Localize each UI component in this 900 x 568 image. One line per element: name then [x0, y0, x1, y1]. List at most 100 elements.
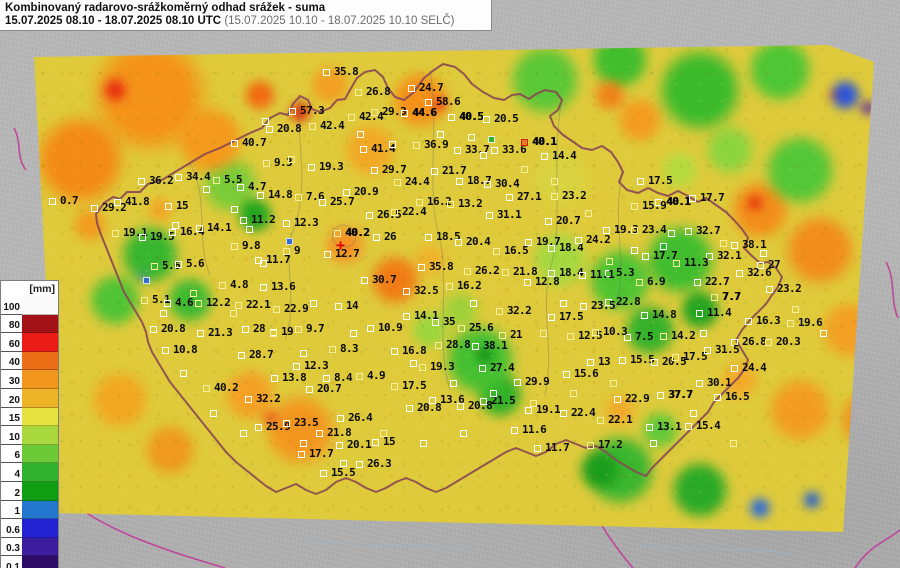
station-value-label: 22.4 — [402, 205, 427, 218]
station-marker — [356, 461, 363, 468]
station-value-label: 17.5 — [648, 174, 673, 187]
legend-swatch — [22, 314, 58, 334]
station-marker — [720, 240, 727, 247]
station-marker — [49, 198, 56, 205]
station-marker — [689, 195, 696, 202]
station-marker — [373, 234, 380, 241]
station-marker — [641, 312, 648, 319]
legend-swatch — [22, 407, 58, 427]
station-value-label: 26 — [384, 230, 397, 243]
station-value-label: 15.6 — [574, 367, 599, 380]
period-utc: 15.07.2025 08.10 - 18.07.2025 08.10 UTC — [5, 15, 222, 27]
station-marker — [306, 386, 313, 393]
station-value-label: 25.6 — [469, 321, 494, 334]
station-marker — [355, 89, 362, 96]
legend-label: 6 — [1, 445, 22, 464]
station-marker — [255, 424, 262, 431]
station-value-label: 12.8 — [535, 275, 560, 288]
station-value-label: 35.8 — [334, 65, 359, 78]
station-value-label: 13 — [598, 355, 611, 368]
station-value-label: 28.8 — [446, 338, 471, 351]
station-marker — [631, 227, 638, 234]
station-marker — [551, 193, 558, 200]
station-value-label: 21.5 — [491, 394, 516, 407]
station-value-label: 22.1 — [246, 298, 271, 311]
station-marker — [704, 347, 711, 354]
station-value-label: 34.4 — [186, 170, 211, 183]
station-marker — [320, 470, 327, 477]
legend-row: 0.1 — [1, 556, 58, 568]
map-title: Kombinovaný radarovo-srážkoměrný odhad s… — [5, 2, 326, 14]
station-marker — [730, 440, 737, 447]
station-marker — [410, 360, 417, 367]
legend-label: 100 — [1, 296, 22, 315]
station-value-label: 40.7 — [242, 136, 267, 149]
station-marker — [700, 330, 707, 337]
station-marker — [141, 297, 148, 304]
station-marker — [324, 251, 331, 258]
station-marker — [425, 234, 432, 241]
station-marker — [521, 139, 528, 146]
period-selc: (15.07.2025 10.10 - 18.07.2025 10.10 SEL… — [224, 15, 455, 27]
legend-row: 2 — [1, 481, 58, 501]
legend-label: 10 — [1, 426, 22, 445]
station-value-label: 20.1 — [347, 438, 372, 451]
station-marker — [450, 380, 457, 387]
station-marker — [300, 350, 307, 357]
station-value-label: 19.1 — [123, 226, 148, 239]
station-marker — [210, 410, 217, 417]
station-value-label: 40.1 — [532, 135, 557, 148]
station-marker — [246, 226, 253, 233]
station-value-label: 11.7 — [545, 441, 570, 454]
legend-rows: 100 80 60 40 30 20 15 10 6 4 2 1 0.6 0.3 0.1 — [1, 296, 58, 568]
station-marker — [765, 339, 772, 346]
station-marker — [541, 153, 548, 160]
station-value-label: 19.3 — [319, 160, 344, 173]
station-marker — [413, 142, 420, 149]
station-value-label: 32.2 — [507, 304, 532, 317]
station-marker — [418, 264, 425, 271]
station-value-label: 23.5 — [591, 299, 616, 312]
station-value-label: 26.8 — [742, 335, 767, 348]
station-value-label: 22.9 — [625, 392, 650, 405]
station-value-label: 16.2 — [457, 279, 482, 292]
station-marker — [736, 270, 743, 277]
station-marker — [367, 325, 374, 332]
station-value-label: 40.1 — [666, 195, 691, 208]
station-marker — [521, 166, 528, 173]
station-value-label: 19 — [281, 325, 294, 338]
station-marker — [164, 300, 171, 307]
station-marker — [448, 114, 455, 121]
station-marker — [350, 330, 357, 337]
station-value-label: 22.9 — [284, 302, 309, 315]
station-marker — [231, 140, 238, 147]
station-marker — [195, 300, 202, 307]
station-marker — [672, 354, 679, 361]
station-marker — [230, 310, 237, 317]
station-marker — [165, 203, 172, 210]
station-value-label: 8.4 — [334, 371, 353, 384]
station-value-label: 36.9 — [424, 138, 449, 151]
station-marker — [605, 270, 612, 277]
station-value-label: 12.3 — [304, 359, 329, 372]
station-value-label: 9 — [294, 244, 301, 257]
station-marker — [468, 134, 475, 141]
station-marker — [298, 451, 305, 458]
station-marker — [731, 242, 738, 249]
station-marker — [231, 206, 238, 213]
station-marker — [203, 385, 210, 392]
station-value-label: 17.7 — [700, 191, 725, 204]
station-marker — [614, 396, 621, 403]
station-value-label: 29.9 — [525, 375, 550, 388]
station-marker — [242, 326, 249, 333]
station-value-label: 11.2 — [251, 213, 276, 226]
station-marker — [731, 339, 738, 346]
station-value-label: 4.9 — [367, 369, 386, 382]
station-value-label: 18.7 — [467, 174, 492, 187]
station-value-label: 24.2 — [586, 233, 611, 246]
station-marker — [143, 277, 150, 284]
legend-swatch — [22, 333, 58, 352]
station-marker — [486, 212, 493, 219]
legend-label: 30 — [1, 370, 22, 389]
